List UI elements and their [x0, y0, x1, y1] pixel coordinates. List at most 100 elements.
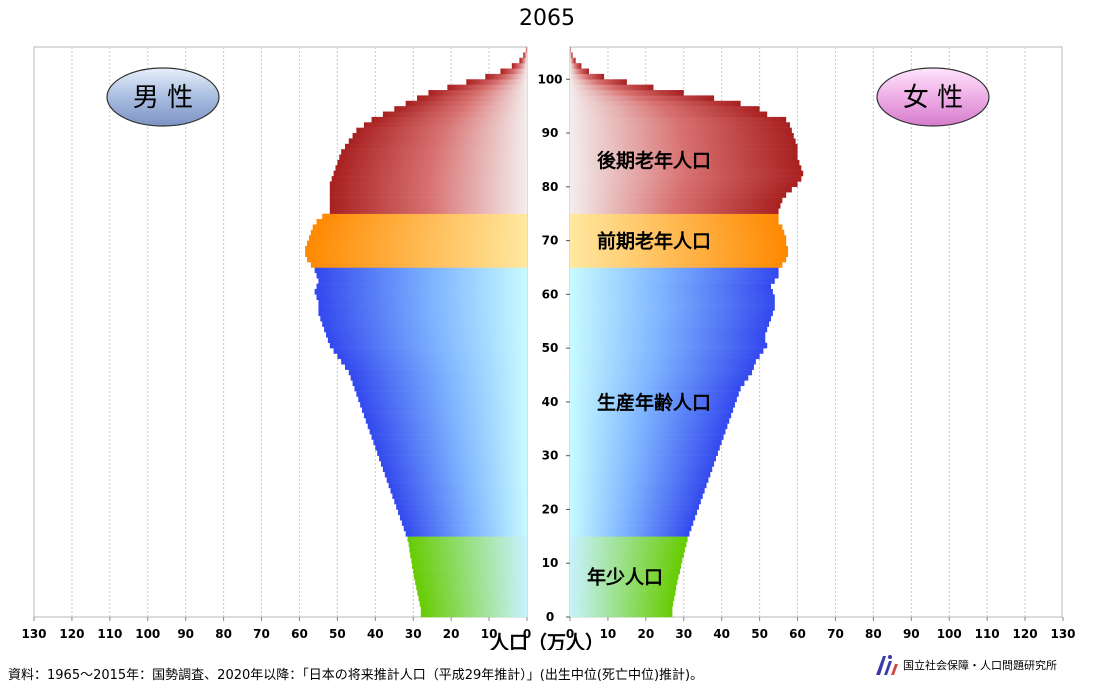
female-bar	[570, 579, 678, 585]
female-bar	[570, 573, 679, 580]
female-bar	[570, 466, 713, 473]
female-bar	[570, 47, 571, 53]
female-bar	[570, 590, 676, 596]
female-bar	[570, 52, 573, 59]
male-bar	[396, 504, 527, 510]
female-x-tick-label: 120	[1013, 627, 1038, 641]
male-bar	[329, 342, 527, 349]
male-bar	[320, 315, 527, 322]
male-bar	[408, 541, 527, 548]
female-x-tick-label: 70	[827, 627, 844, 641]
male-bar	[307, 256, 527, 263]
female-bar	[570, 133, 794, 139]
female-bar	[570, 63, 582, 69]
male-x-tick-label: 30	[405, 627, 422, 641]
female-bar	[570, 143, 798, 150]
age-tick-label: 100	[537, 72, 562, 86]
female-bar	[570, 557, 683, 564]
male-bar	[310, 262, 527, 268]
male-bar	[369, 428, 527, 435]
male-bar	[394, 498, 527, 505]
female-bar	[570, 111, 768, 118]
female-bar	[570, 262, 783, 268]
female-bar	[570, 68, 589, 75]
female-bar	[570, 197, 783, 204]
female-x-tick-label: 90	[903, 627, 920, 641]
institute-logo: 国立社会保障・人口問題研究所	[873, 652, 1057, 678]
male-bar	[388, 482, 527, 489]
female-bar	[570, 288, 773, 295]
female-bar	[570, 391, 739, 397]
female-bar	[570, 342, 768, 349]
male-bar	[379, 455, 527, 462]
female-bar	[570, 358, 756, 365]
female-bar	[570, 332, 766, 338]
pyramid-bars	[305, 47, 804, 618]
female-bar	[570, 509, 698, 516]
x-axis-title: 人口（万人）	[490, 631, 604, 650]
male-x-tick-label: 100	[135, 627, 160, 641]
male-bar	[394, 106, 527, 112]
female-bar	[570, 536, 688, 542]
female-bar	[570, 439, 722, 446]
male-bar	[314, 288, 527, 295]
female-bar	[570, 176, 802, 182]
female-label-badge	[876, 67, 990, 127]
male-bar	[390, 487, 527, 494]
female-bar	[570, 396, 737, 403]
female-bar	[570, 240, 787, 247]
age-tick-label: 40	[542, 395, 559, 409]
male-bar	[392, 493, 527, 499]
female-bar	[570, 90, 684, 96]
age-group-label: 後期老年人口	[597, 149, 711, 172]
male-bar	[428, 90, 527, 96]
female-bar	[570, 305, 775, 311]
female-bar	[570, 530, 690, 537]
male-bar	[415, 579, 527, 585]
male-bar	[310, 229, 527, 236]
male-bar	[511, 63, 527, 69]
male-bar	[380, 461, 527, 467]
female-bar	[570, 412, 732, 419]
female-x-tick-label: 110	[975, 627, 1000, 641]
female-bar	[570, 504, 699, 510]
female-bar	[570, 267, 779, 274]
male-bar	[344, 143, 527, 150]
male-label-badge	[106, 67, 220, 127]
age-tick-label: 80	[542, 180, 559, 194]
male-bar	[322, 321, 527, 327]
male-bar	[407, 536, 527, 542]
male-bar	[386, 477, 527, 483]
female-bar	[570, 224, 783, 231]
male-bar	[382, 466, 527, 473]
male-bar	[523, 52, 527, 59]
female-bar	[570, 434, 724, 440]
age-tick-label: 50	[542, 341, 559, 355]
female-bar	[570, 127, 792, 134]
male-bar	[308, 235, 527, 241]
female-bar	[570, 487, 705, 494]
female-bar	[570, 520, 694, 526]
male-bar	[341, 358, 527, 365]
male-bar	[365, 418, 527, 424]
female-bar	[570, 423, 728, 430]
female-bar	[570, 315, 771, 322]
male-bar	[316, 219, 527, 225]
female-bar	[570, 79, 627, 85]
male-bar	[419, 600, 527, 607]
male-bar	[362, 407, 527, 413]
male-bar	[358, 396, 527, 403]
male-bar	[417, 95, 527, 102]
male-bar	[329, 192, 527, 198]
male-bar	[337, 353, 527, 360]
institute-name: 国立社会保障・人口問題研究所	[903, 659, 1057, 672]
male-x-tick-label: 40	[367, 627, 384, 641]
female-bar	[570, 235, 787, 241]
male-bar	[354, 385, 527, 392]
age-group-label: 生産年齢人口	[597, 391, 711, 414]
male-bar	[335, 165, 527, 171]
female-bar	[570, 278, 775, 284]
age-tick-label: 90	[542, 126, 559, 140]
male-bar	[329, 202, 527, 209]
female-x-tick-label: 40	[713, 627, 730, 641]
